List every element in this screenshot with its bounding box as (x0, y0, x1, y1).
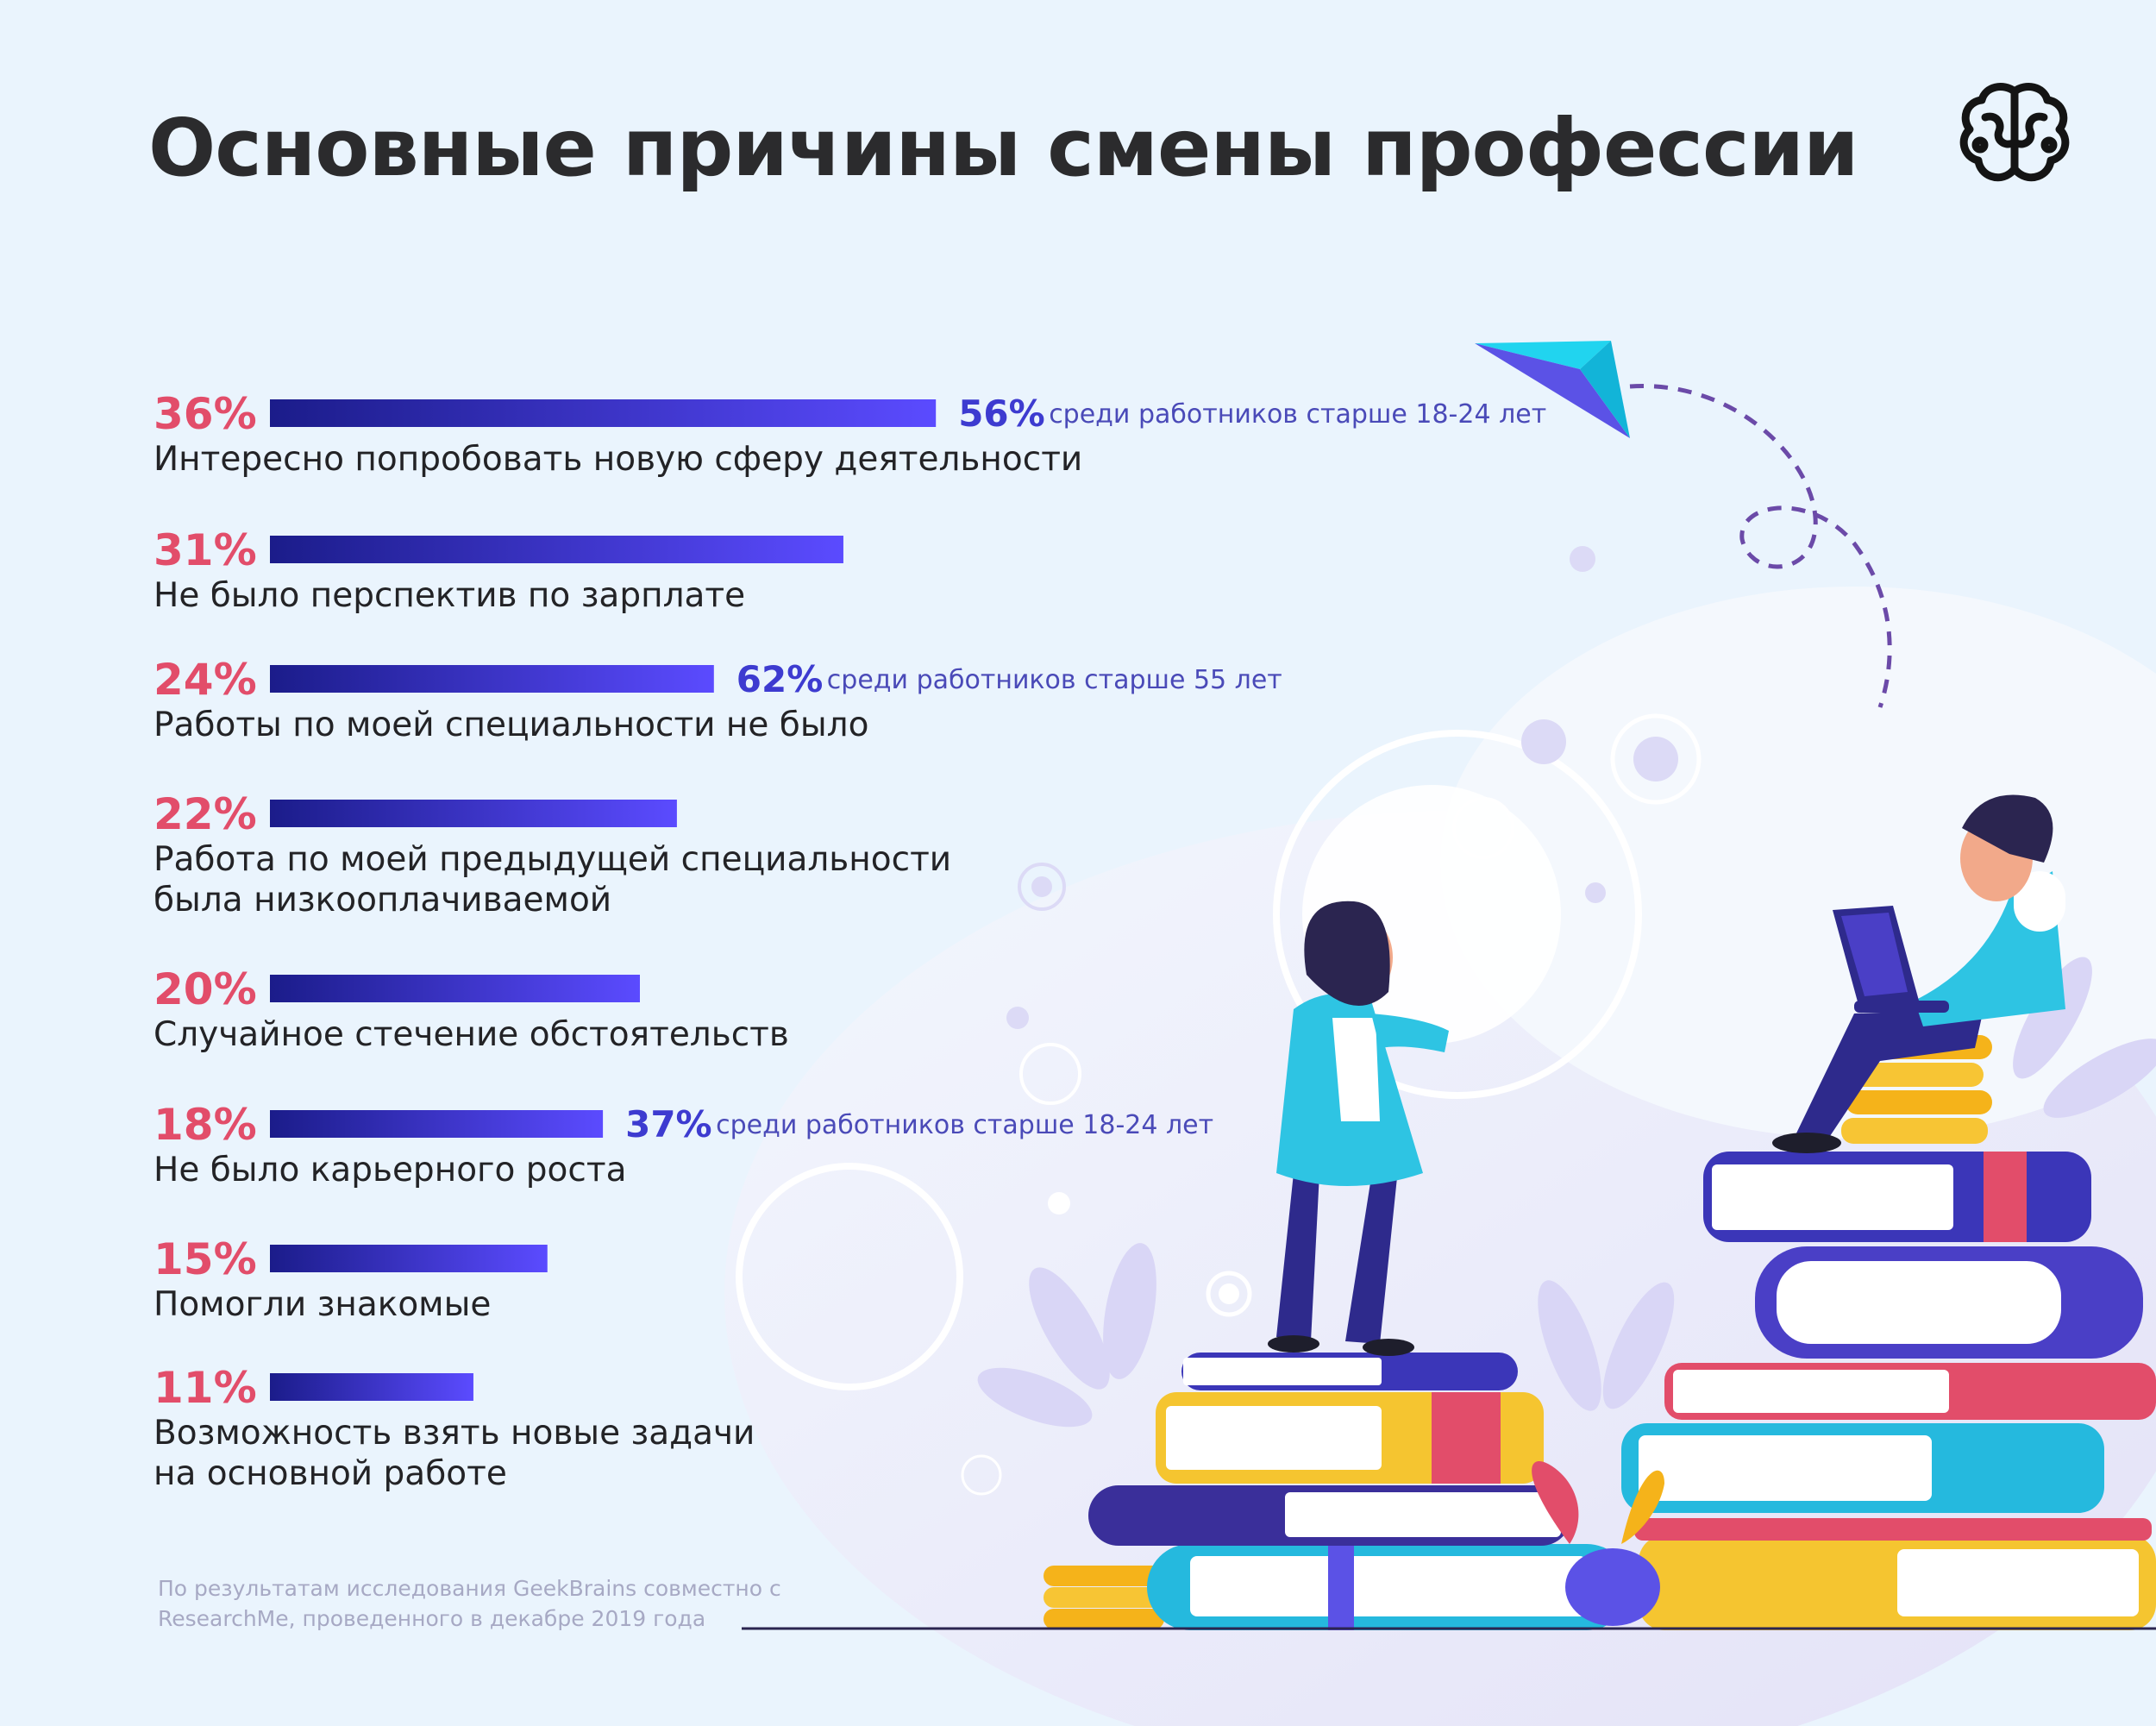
man-figure (1772, 794, 2065, 1153)
value-label: 18% (154, 1100, 257, 1150)
category-label: Не было карьерного роста (154, 1151, 626, 1189)
value-label: 22% (154, 789, 257, 839)
ring-icon (1019, 1043, 1081, 1105)
bar (270, 800, 677, 827)
bar (270, 1245, 548, 1272)
bar (270, 665, 714, 693)
value-label: 36% (154, 389, 257, 439)
value-label: 11% (154, 1363, 257, 1413)
brain-icon (1959, 83, 2070, 182)
book-stack-right (1621, 1152, 2156, 1630)
bar (270, 1373, 473, 1401)
value-label: 15% (154, 1234, 257, 1284)
bar (270, 975, 640, 1002)
paper-plane-icon (1475, 341, 1630, 438)
category-label: Работа по моей предыдущей специальности (154, 840, 951, 879)
ring-icon (961, 1454, 1002, 1496)
dot-icon (1006, 1007, 1029, 1029)
ring-icon (1206, 1271, 1252, 1317)
dot-icon (1521, 719, 1566, 764)
category-label: Помогли знакомые (154, 1285, 491, 1324)
category-label: Работы по моей специальности не было (154, 706, 868, 744)
leaf-icon (977, 957, 2156, 1428)
ring-icon (1273, 730, 1642, 1099)
bar (270, 399, 937, 427)
page-title: Основные причины смены профессии (148, 102, 1858, 194)
ring-icon (1452, 797, 1514, 859)
annotation-percent: 37% (625, 1103, 712, 1145)
annotation-percent: 62% (736, 658, 824, 700)
category-label: Не было перспектив по зарплате (154, 576, 745, 615)
dashed-trail (1629, 384, 1892, 708)
category-label: Интересно попробовать новую сферу деятел… (154, 440, 1082, 479)
ring-icon (736, 1163, 963, 1390)
dot-icon (1585, 882, 1606, 903)
annotation-text: среди работников старше 18-24 лет (716, 1110, 1213, 1140)
dot-icon (1048, 1192, 1070, 1214)
bar (270, 1110, 604, 1138)
value-label: 31% (154, 525, 257, 575)
plant-icon (1532, 1461, 1664, 1626)
annotation-percent: 56% (958, 392, 1045, 435)
source-note: По результатам исследования GeekBrains с… (158, 1576, 781, 1631)
ring-icon (1610, 713, 1702, 805)
annotation-text: среди работников старше 18-24 лет (1049, 399, 1546, 430)
bar (270, 536, 843, 563)
dot-icon (1570, 546, 1595, 572)
woman-figure (1268, 901, 1449, 1356)
category-label: на основной работе (154, 1454, 507, 1493)
ring-icon (1018, 863, 1066, 911)
value-label: 20% (154, 964, 257, 1014)
value-label: 24% (154, 655, 257, 705)
dot-icon (1031, 876, 1052, 897)
coins-icon (1044, 1566, 1164, 1629)
annotation-text: среди работников старше 55 лет (827, 665, 1282, 695)
book-stack-left (1088, 1353, 1630, 1630)
dot-icon (1633, 737, 1678, 781)
category-label: Случайное стечение обстоятельств (154, 1015, 789, 1054)
dot-icon (1219, 1284, 1239, 1304)
category-label: была низкооплачиваемой (154, 881, 611, 919)
category-label: Возможность взять новые задачи (154, 1414, 755, 1453)
